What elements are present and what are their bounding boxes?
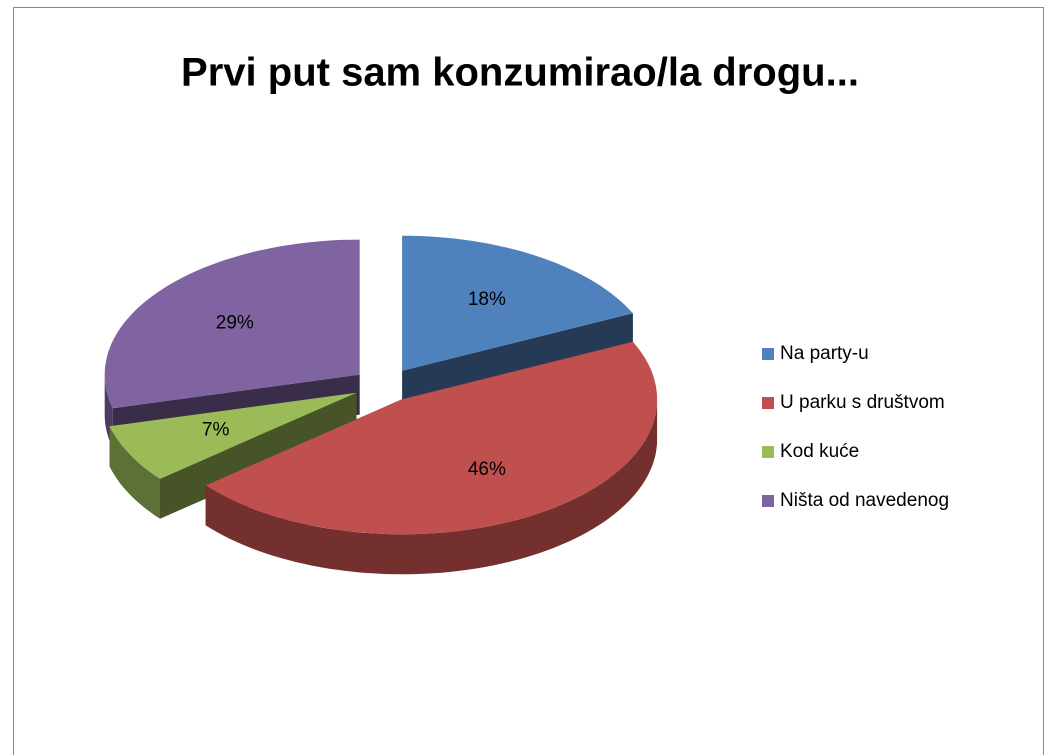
slice: [205, 341, 658, 535]
slice-side: [205, 399, 658, 575]
legend-swatch: [762, 446, 774, 458]
legend-swatch: [762, 397, 774, 409]
legend-label: Ništa od navedenog: [780, 490, 949, 511]
data-label: 18%: [468, 289, 506, 310]
legend-label: U parku s društvom: [780, 392, 945, 413]
legend-label: Na party-u: [780, 343, 869, 364]
legend-swatch: [762, 348, 774, 360]
slice: [402, 235, 633, 371]
slice: [104, 239, 360, 409]
pie: 18% 46% 7% 29%: [104, 235, 658, 575]
legend: Na party-u U parku s društvom Kod kuće Ništ…: [762, 343, 949, 511]
chart-title: Prvi put sam konzumirao/la drogu...: [181, 51, 859, 95]
data-label: 29%: [216, 312, 254, 333]
data-label: 7%: [202, 420, 230, 441]
data-label: 46%: [468, 459, 506, 480]
slice-side: [109, 426, 160, 519]
legend-label: Kod kuće: [780, 441, 859, 462]
slice: [109, 392, 357, 479]
legend-swatch: [762, 495, 774, 507]
